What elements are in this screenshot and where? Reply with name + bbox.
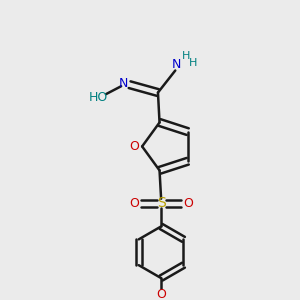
Text: O: O <box>129 197 139 210</box>
Text: N: N <box>172 58 182 71</box>
Text: O: O <box>129 140 139 153</box>
Text: N: N <box>118 76 128 90</box>
Text: O: O <box>156 288 166 300</box>
Text: S: S <box>157 196 166 211</box>
Text: O: O <box>184 197 194 210</box>
Text: HO: HO <box>88 91 108 104</box>
Text: H: H <box>182 51 190 61</box>
Text: H: H <box>188 58 197 68</box>
